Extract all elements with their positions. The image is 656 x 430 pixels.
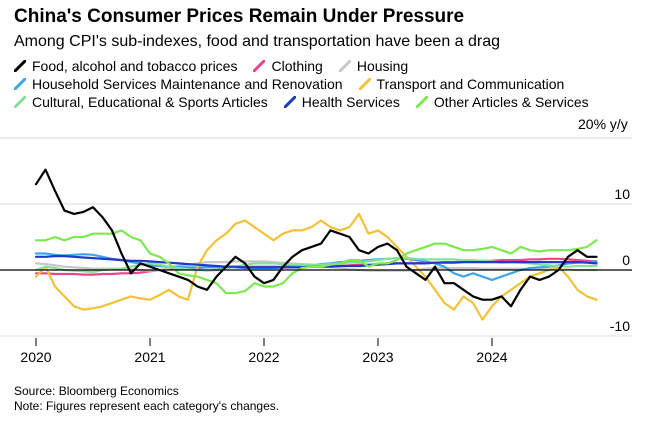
legend-swatch-line bbox=[14, 96, 26, 108]
legend-swatch-household bbox=[14, 78, 26, 90]
legend-swatch-other bbox=[415, 96, 428, 108]
legend-label-food: Food, alcohol and tobacco prices bbox=[32, 58, 238, 74]
legend-label-clothing: Clothing bbox=[271, 58, 323, 74]
legend-label-cultural: Cultural, Educational & Sports Articles bbox=[32, 94, 268, 110]
x-tick-label: 2022 bbox=[248, 349, 279, 365]
legend-swatch-line bbox=[253, 60, 266, 72]
legend-label-housing: Housing bbox=[356, 58, 409, 74]
source-text: Source: Bloomberg Economics bbox=[14, 384, 179, 398]
legend-item-housing: Housing bbox=[338, 57, 409, 75]
y-tick-label: 10 bbox=[614, 186, 630, 202]
legend-swatch-mark bbox=[358, 78, 371, 90]
legend-row-2: Household Services Maintenance and Renov… bbox=[14, 75, 644, 93]
legend-swatch-mark bbox=[283, 96, 296, 108]
grid-lines bbox=[0, 137, 632, 337]
legend-swatch-housing bbox=[338, 60, 351, 72]
legend-swatch-transport bbox=[358, 78, 371, 90]
y-axis: 10 0 -10 bbox=[610, 186, 630, 334]
series-line-transport-and-communication bbox=[34, 212, 598, 321]
chart-legend: Food, alcohol and tobacco prices Clothin… bbox=[14, 57, 644, 111]
x-tick-label: 2021 bbox=[134, 349, 165, 365]
chart-title: China's Consumer Prices Remain Under Pre… bbox=[14, 6, 465, 27]
legend-row-3: Cultural, Educational & Sports Articles … bbox=[14, 93, 644, 111]
legend-swatch-mark bbox=[14, 78, 26, 90]
legend-item-food: Food, alcohol and tobacco prices bbox=[14, 57, 237, 75]
line-chart: 2020 2021 2022 2023 2024 10 0 -10 bbox=[0, 137, 632, 365]
x-tick-label: 2023 bbox=[362, 349, 393, 365]
legend-swatch-health bbox=[283, 96, 296, 108]
legend-swatch-mark bbox=[338, 60, 351, 72]
series-lines bbox=[34, 168, 598, 321]
legend-item-other: Other Articles & Services bbox=[415, 93, 589, 111]
y-axis-unit-label: 20% y/y bbox=[578, 116, 628, 132]
series-line-other-articles-services bbox=[34, 229, 598, 295]
legend-item-household: Household Services Maintenance and Renov… bbox=[14, 75, 343, 93]
legend-label-other: Other Articles & Services bbox=[433, 94, 589, 110]
x-axis: 2020 2021 2022 2023 2024 bbox=[20, 338, 508, 365]
legend-swatch-line bbox=[415, 96, 428, 108]
legend-item-clothing: Clothing bbox=[253, 57, 323, 75]
legend-item-cultural: Cultural, Educational & Sports Articles bbox=[14, 93, 268, 111]
legend-item-health: Health Services bbox=[283, 93, 400, 111]
legend-row-1: Food, alcohol and tobacco prices Clothin… bbox=[14, 57, 644, 75]
legend-swatch-line bbox=[14, 60, 26, 72]
series-line-food-alcohol-and-tobacco-prices bbox=[34, 168, 598, 308]
chart-subtitle: Among CPI's sub-indexes, food and transp… bbox=[14, 33, 501, 50]
x-tick-label: 2020 bbox=[20, 349, 51, 365]
legend-item-transport: Transport and Communication bbox=[358, 75, 565, 93]
y-tick-label: 0 bbox=[622, 252, 630, 268]
chart-footer: Source: Bloomberg Economics Note: Figure… bbox=[14, 384, 279, 414]
legend-swatch-line bbox=[338, 60, 351, 72]
legend-swatch-line bbox=[283, 96, 296, 108]
legend-swatch-food bbox=[14, 60, 26, 72]
y-tick-label: -10 bbox=[610, 318, 630, 334]
legend-swatch-mark bbox=[14, 60, 26, 72]
legend-label-transport: Transport and Communication bbox=[376, 76, 565, 92]
legend-swatch-line bbox=[14, 78, 26, 90]
legend-swatch-clothing bbox=[253, 60, 266, 72]
legend-label-household: Household Services Maintenance and Renov… bbox=[32, 76, 343, 92]
legend-swatch-mark bbox=[415, 96, 428, 108]
note-text: Note: Figures represent each category's … bbox=[14, 399, 280, 413]
legend-label-health: Health Services bbox=[301, 94, 400, 110]
x-tick-label: 2024 bbox=[476, 349, 507, 365]
legend-swatch-line bbox=[358, 78, 371, 90]
legend-swatch-mark bbox=[253, 60, 266, 72]
legend-swatch-mark bbox=[14, 96, 26, 108]
legend-swatch-cultural bbox=[14, 96, 26, 108]
